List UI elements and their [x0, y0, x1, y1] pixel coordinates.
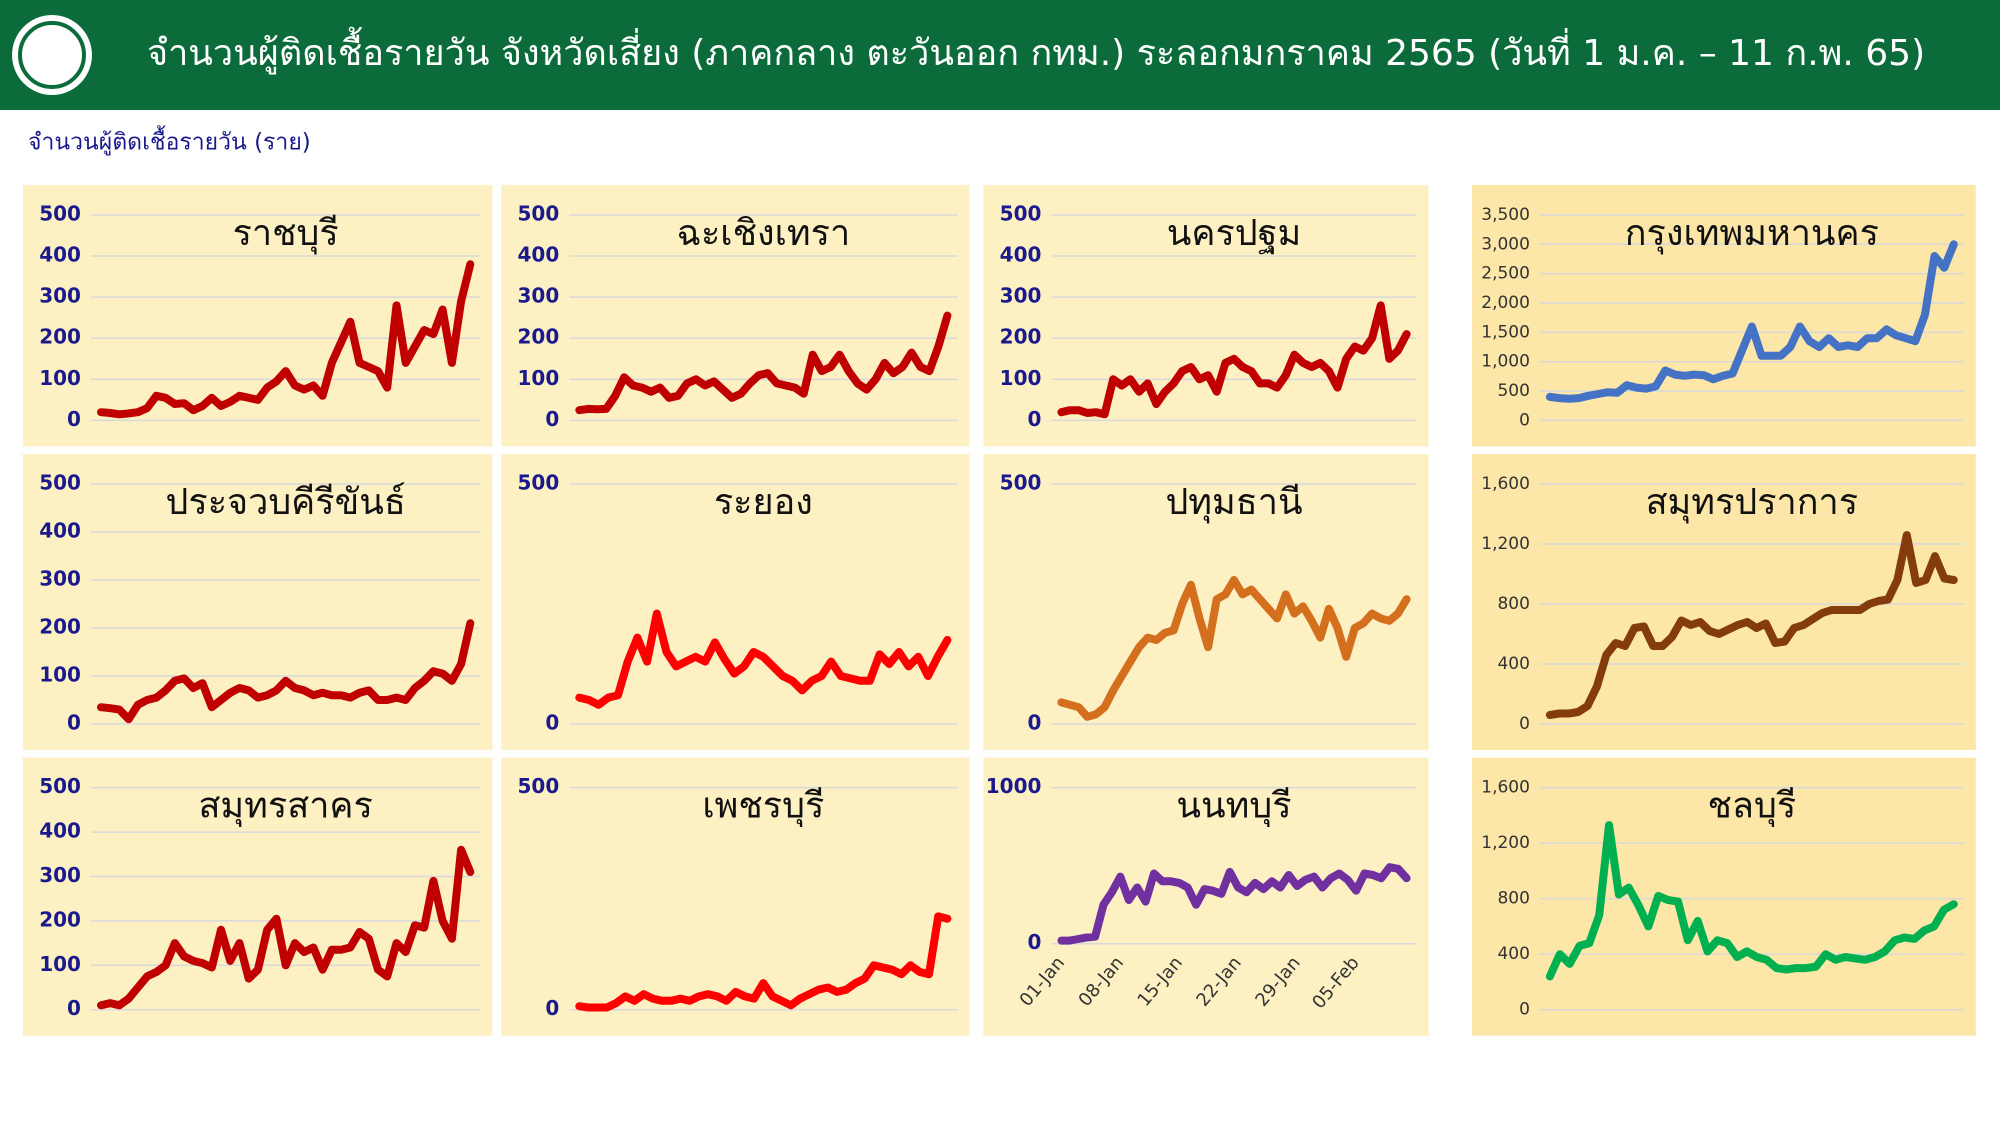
chart-title: สมุทรสาคร	[198, 786, 372, 828]
y-tick-label: 500	[39, 201, 81, 225]
panel	[983, 184, 1429, 447]
data-line	[1057, 301, 1411, 419]
data-line	[1545, 531, 1958, 719]
chart-title: ปทุมธานี	[1165, 482, 1302, 524]
data-line	[1057, 863, 1411, 945]
y-tick-label: 3,000	[1481, 234, 1530, 254]
y-tick-label: 1000	[986, 774, 1042, 798]
y-tick-label: 300	[39, 284, 81, 308]
chart-title: นครปฐม	[1167, 213, 1301, 255]
y-tick-label: 800	[1497, 594, 1529, 614]
y-tick-label: 0	[545, 407, 559, 431]
y-tick-label: 400	[518, 243, 560, 267]
y-tick-label: 500	[518, 471, 560, 495]
y-tick-label: 400	[39, 243, 81, 267]
data-line	[97, 260, 475, 419]
logo-ring	[18, 21, 86, 89]
y-tick-label: 200	[39, 325, 81, 349]
data-line	[1545, 240, 1958, 403]
y-tick-label: 200	[39, 907, 81, 931]
y-tick-label: 300	[1000, 284, 1042, 308]
y-tick-label: 100	[39, 663, 81, 687]
y-tick-label: 2,500	[1481, 264, 1530, 284]
y-tick-label: 400	[1497, 654, 1529, 674]
y-tick-label: 500	[518, 201, 560, 225]
y-tick-label: 0	[545, 711, 559, 735]
y-tick-label: 500	[39, 471, 81, 495]
panel	[1471, 454, 1976, 750]
panel	[1471, 757, 1976, 1036]
y-tick-label: 300	[39, 863, 81, 887]
y-tick-label: 800	[1497, 889, 1529, 909]
panel	[983, 454, 1429, 750]
panel	[1471, 184, 1976, 447]
y-tick-label: 2,000	[1481, 293, 1530, 313]
chart-title: ชลบุรี	[1708, 786, 1797, 828]
y-tick-label: 500	[518, 774, 560, 798]
y-tick-label: 100	[518, 366, 560, 390]
y-tick-label: 0	[1519, 410, 1530, 430]
y-tick-label: 0	[1027, 711, 1041, 735]
y-tick-label: 0	[67, 407, 81, 431]
y-tick-label: 200	[1000, 325, 1042, 349]
header-bar	[0, 0, 2000, 110]
y-tick-label: 500	[1000, 201, 1042, 225]
y-tick-label: 1,600	[1481, 474, 1530, 494]
chart-title: เพชรบุรี	[702, 786, 824, 828]
y-tick-label: 300	[518, 284, 560, 308]
y-tick-label: 1,200	[1481, 534, 1530, 554]
logo	[12, 15, 92, 95]
y-tick-label: 1,000	[1481, 352, 1530, 372]
y-tick-label: 100	[1000, 366, 1042, 390]
panel	[983, 757, 1429, 1036]
chart-title: ประจวบคีรีขันธ์	[166, 482, 406, 523]
data-line	[575, 311, 952, 415]
chart-title: ระยอง	[714, 482, 813, 523]
y-tick-label: 0	[67, 996, 81, 1020]
y-tick-label: 0	[1519, 1000, 1530, 1020]
y-tick-label: 100	[39, 366, 81, 390]
chart-title: ฉะเชิงเทรา	[676, 213, 850, 254]
chart-title: นนทบุรี	[1176, 786, 1291, 828]
y-tick-label: 500	[39, 774, 81, 798]
y-tick-label: 3,500	[1481, 205, 1530, 225]
y-tick-label: 0	[1027, 407, 1041, 431]
y-tick-label: 200	[518, 325, 560, 349]
chart-title: ราชบุรี	[233, 213, 339, 255]
y-tick-label: 0	[1519, 714, 1530, 734]
header-title: จำนวนผู้ติดเชื้อรายวัน จังหวัดเสี่ยง (ภา…	[147, 26, 1925, 75]
y-tick-label: 500	[1497, 381, 1529, 401]
y-tick-label: 0	[1027, 930, 1041, 954]
data-line	[97, 845, 475, 1010]
data-line	[1057, 576, 1411, 721]
y-tick-label: 1,600	[1481, 778, 1530, 798]
y-tick-label: 0	[67, 711, 81, 735]
chart-title: สมุทรปราการ	[1646, 482, 1859, 524]
y-tick-label: 0	[545, 996, 559, 1020]
y-tick-label: 400	[1000, 243, 1042, 267]
data-line	[575, 912, 952, 1012]
data-line	[575, 609, 952, 709]
y-tick-label: 400	[39, 519, 81, 543]
y-tick-label: 100	[39, 952, 81, 976]
y-tick-label: 500	[1000, 471, 1042, 495]
y-tick-label: 400	[1497, 944, 1529, 964]
subtitle: จำนวนผู้ติดเชื้อรายวัน (ราย)	[28, 126, 311, 156]
y-tick-label: 400	[39, 819, 81, 843]
y-tick-label: 200	[39, 615, 81, 639]
y-tick-label: 300	[39, 567, 81, 591]
panel	[501, 184, 970, 447]
data-line	[1545, 821, 1958, 981]
data-line	[97, 619, 475, 724]
chart-title: กรุงเทพมหานคร	[1625, 213, 1879, 255]
y-tick-label: 1,500	[1481, 322, 1530, 342]
panel	[22, 757, 493, 1036]
y-tick-label: 1,200	[1481, 833, 1530, 853]
